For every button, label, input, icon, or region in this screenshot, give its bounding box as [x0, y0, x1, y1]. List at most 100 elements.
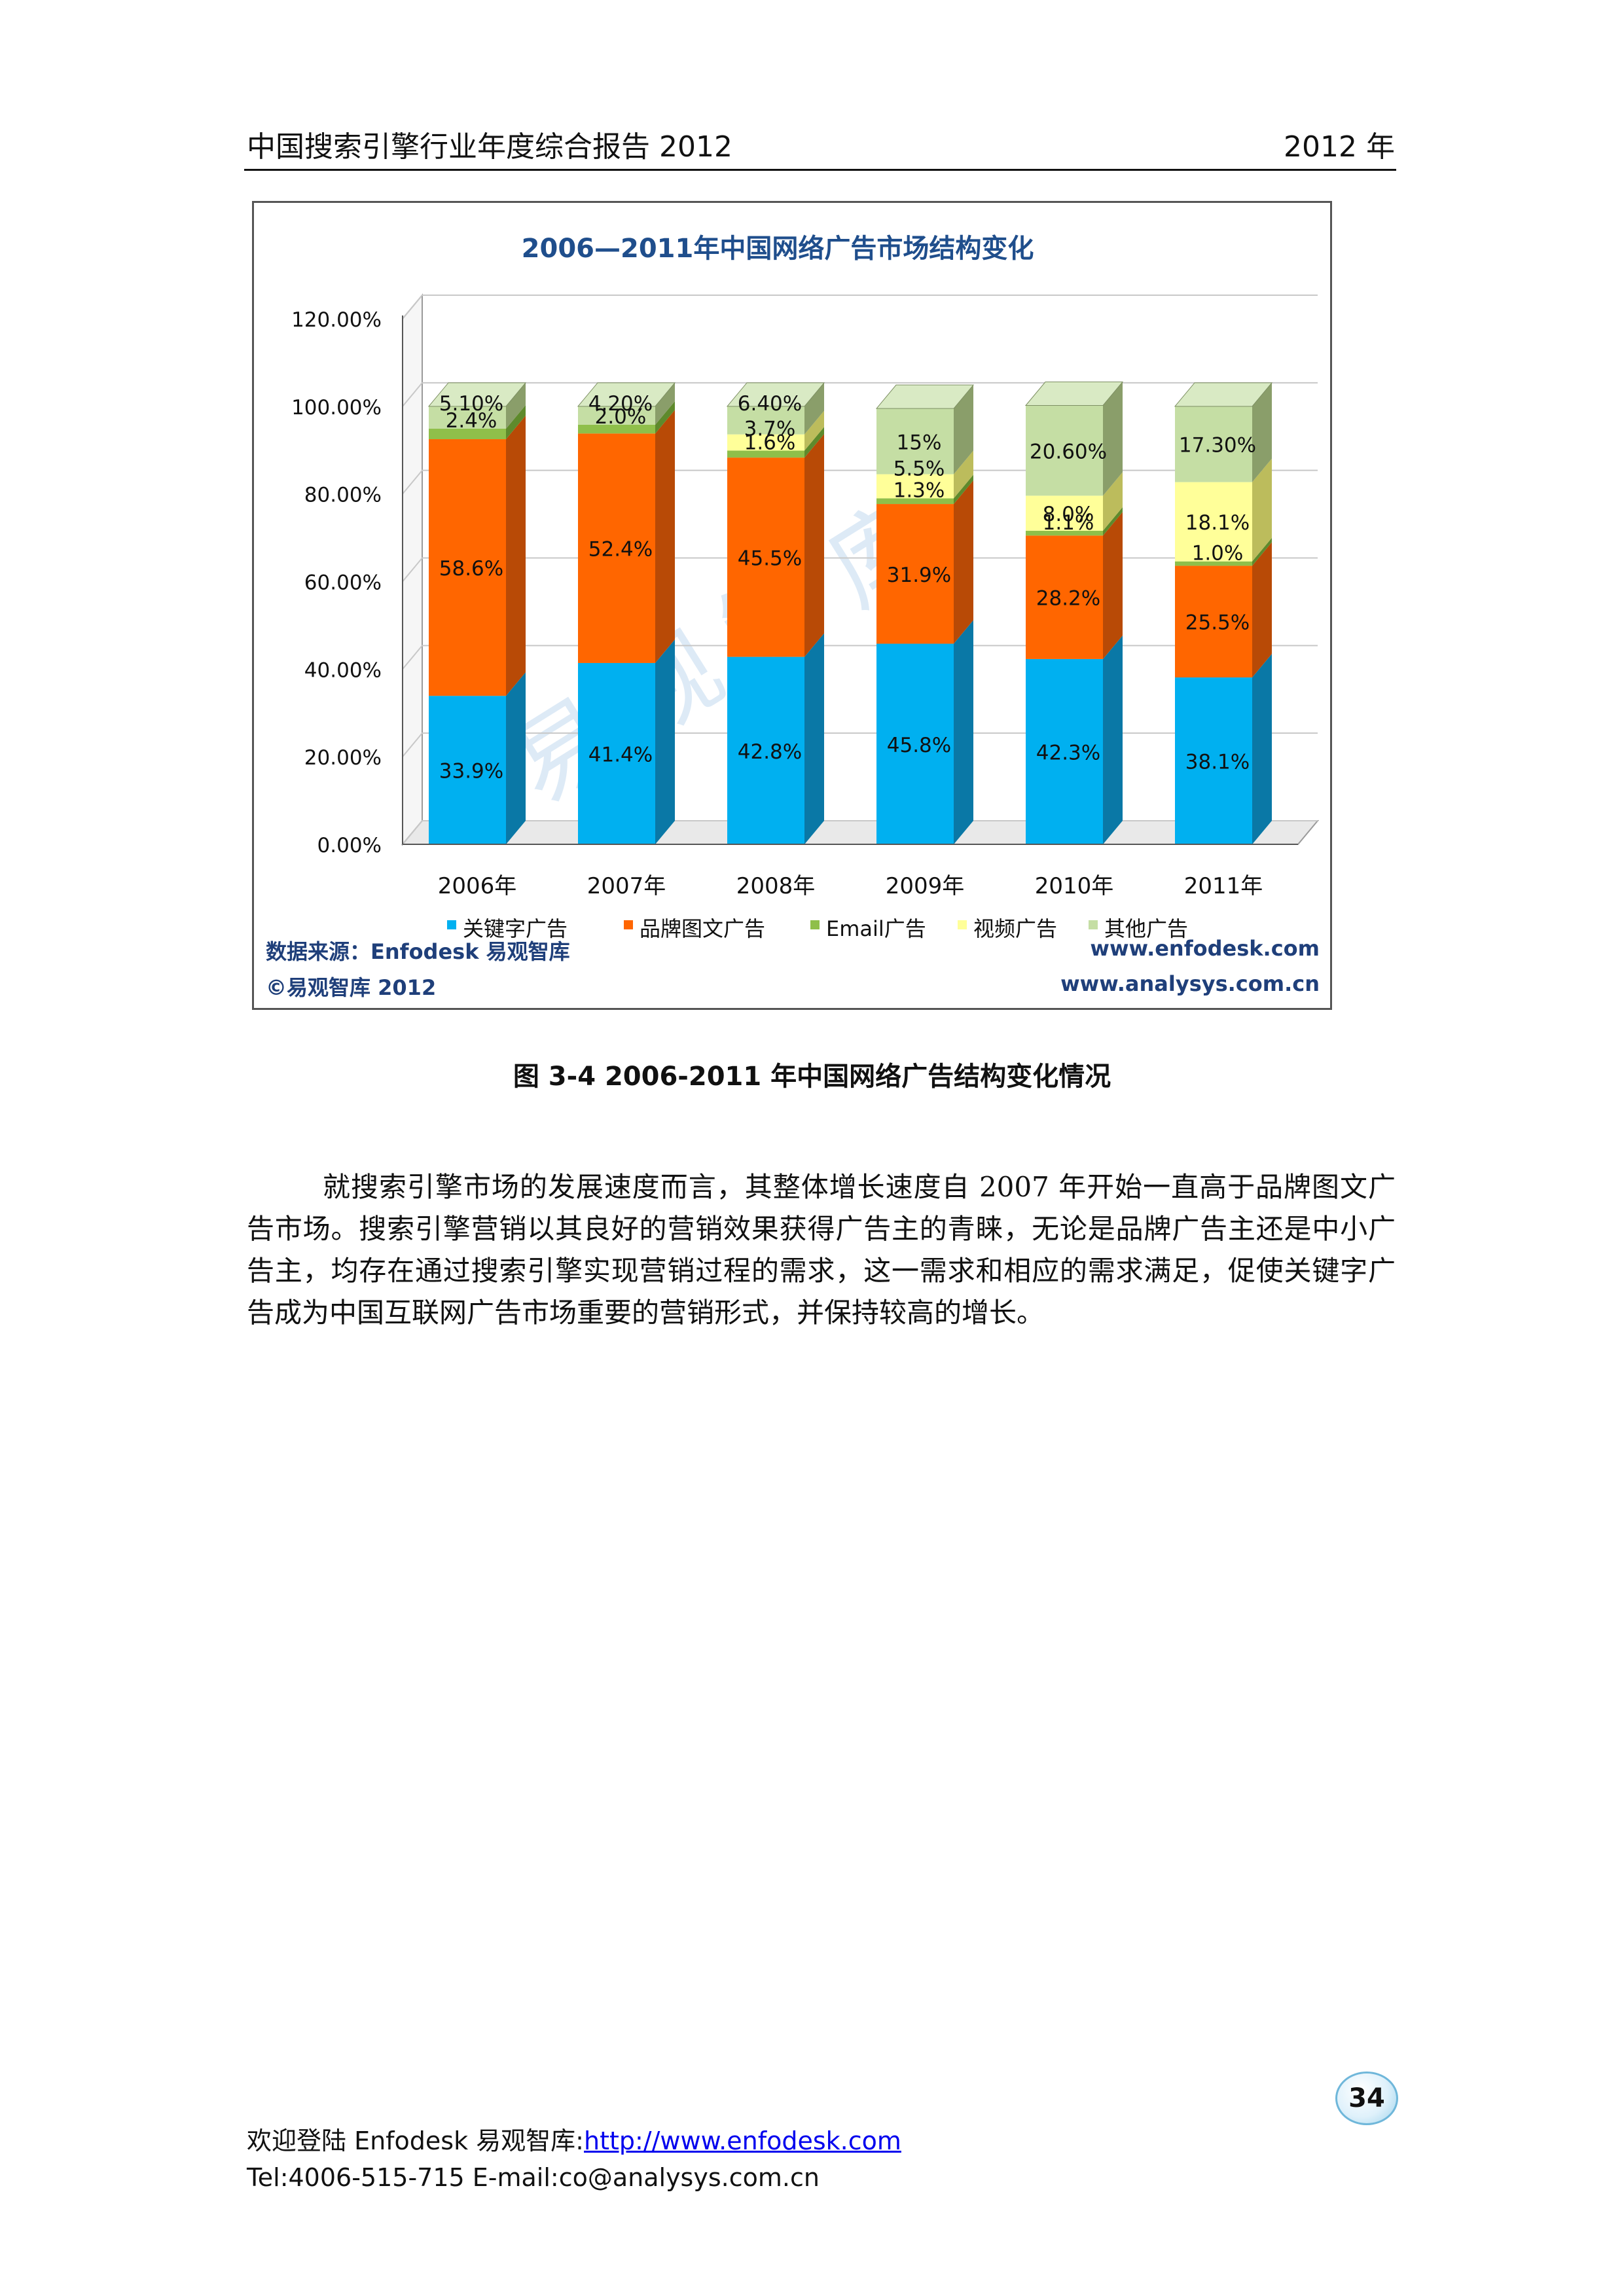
bar-segment	[1175, 561, 1252, 566]
legend-label: Email广告	[826, 916, 926, 941]
bar-segment-side	[1252, 542, 1272, 678]
bar-segment-side	[1103, 472, 1123, 531]
stacked-bar-chart: 易观智库 33.9%58.6%2.4%5.10%41.4%52.4%2.0%4.…	[266, 234, 1320, 1000]
gridline	[402, 295, 1318, 319]
bar-segment	[1175, 482, 1252, 562]
bar-segment-side	[1103, 382, 1123, 496]
bar-segment-side	[1252, 654, 1272, 844]
bar-segment-side	[506, 672, 526, 844]
data-label: 1.0%	[1192, 542, 1244, 565]
legend-swatch	[1089, 920, 1098, 929]
bar-segment	[1026, 658, 1103, 844]
bar-segment	[727, 457, 804, 657]
bar-segment-side	[506, 404, 526, 440]
bar-segment	[429, 428, 506, 440]
bar-segment	[1026, 495, 1103, 531]
x-tick-label: 2008年	[736, 873, 816, 899]
bar-segment	[429, 439, 506, 696]
data-label: 31.9%	[887, 564, 951, 587]
data-label: 28.2%	[1036, 587, 1100, 611]
bar-segment	[429, 696, 506, 844]
data-label: 8.0%	[1043, 503, 1094, 526]
bar-top-face	[427, 382, 527, 407]
bar-segment	[876, 504, 954, 644]
legend-label: 其他广告	[1104, 916, 1188, 941]
y-tick-label: 120.00%	[291, 308, 382, 332]
data-label: 42.8%	[738, 740, 802, 764]
gridline	[402, 469, 1318, 495]
bar-segment-side	[655, 639, 675, 844]
bar-segment-side	[1252, 458, 1272, 562]
page-number: 34	[1335, 2072, 1398, 2125]
copyright: ©易观智库 2012	[266, 975, 436, 1000]
bar-top-face	[875, 384, 975, 409]
bar-segment-side	[954, 385, 973, 475]
data-label: 1.3%	[893, 478, 945, 502]
bar-segment-side	[954, 620, 973, 844]
data-label: 4.20%	[588, 392, 653, 416]
y-tick-label: 100.00%	[291, 396, 382, 420]
bar-segment-side	[954, 480, 973, 644]
bar-segment-side	[1103, 635, 1123, 844]
gridline	[402, 645, 1318, 670]
chart-title: 2006—2011年中国网络广告市场结构变化	[522, 234, 1034, 264]
bar-segment-side	[655, 410, 675, 663]
y-tick-label: 0.00%	[317, 834, 382, 857]
gridline	[402, 557, 1318, 583]
data-source: 数据来源：Enfodesk 易观智库	[266, 939, 570, 964]
bar-segment	[876, 408, 954, 475]
data-label: 20.60%	[1030, 440, 1107, 463]
footer-link[interactable]: http://www.enfodesk.com	[584, 2126, 901, 2155]
data-label: 1.1%	[1043, 511, 1094, 535]
bar-segment	[1026, 535, 1103, 659]
data-label: 2.0%	[595, 405, 647, 429]
bar-segment	[876, 474, 954, 499]
bar-segment-side	[804, 410, 824, 451]
x-tick-label: 2011年	[1184, 873, 1263, 899]
bar-segment	[727, 450, 804, 458]
bar-segment	[727, 434, 804, 451]
data-label: 33.9%	[439, 760, 503, 783]
bar-segment-side	[506, 382, 526, 429]
bar-segment	[1175, 677, 1252, 844]
bar-segment	[876, 643, 954, 844]
y-tick-label: 60.00%	[304, 571, 382, 595]
gridline	[402, 732, 1318, 757]
legend-label: 关键字广告	[463, 916, 568, 941]
data-label: 52.4%	[588, 538, 653, 562]
x-tick-label: 2010年	[1035, 873, 1114, 899]
bar-top-face	[1174, 382, 1273, 407]
chart-figure: 易观智库 33.9%58.6%2.4%5.10%41.4%52.4%2.0%4.…	[252, 201, 1332, 1010]
y-tick-label: 80.00%	[304, 484, 382, 507]
footer-welcome-line: 欢迎登陆 Enfodesk 易观智库:http://www.enfodesk.c…	[247, 2121, 901, 2157]
data-label: 3.7%	[744, 418, 796, 441]
bar-segment	[876, 498, 954, 505]
bar-segment	[578, 433, 655, 663]
legend-swatch	[624, 920, 633, 929]
data-label: 41.4%	[588, 743, 653, 766]
bar-segment	[578, 424, 655, 434]
source-url-enfodesk: www.enfodesk.com	[1090, 936, 1320, 961]
gridline	[402, 820, 1318, 845]
header-title: 中国搜索引擎行业年度综合报告 2012	[247, 130, 732, 164]
data-label: 25.5%	[1185, 611, 1250, 635]
bar-segment-side	[954, 450, 973, 499]
x-tick-label: 2006年	[438, 873, 517, 899]
bar-segment-side	[506, 416, 526, 696]
bar-segment	[727, 656, 804, 844]
bar-top-face	[726, 382, 825, 407]
bar-segment	[1026, 405, 1103, 496]
bar-segment	[578, 662, 655, 844]
footer-welcome: 欢迎登陆 Enfodesk 易观智库:	[247, 2126, 584, 2155]
bar-segment-side	[1252, 537, 1272, 566]
figure-caption: 图 3-4 2006-2011 年中国网络广告结构变化情况	[513, 1062, 1111, 1092]
data-label: 17.30%	[1179, 434, 1256, 457]
data-label: 45.8%	[887, 734, 951, 757]
header-rule	[244, 169, 1396, 171]
x-tick-label: 2007年	[587, 873, 666, 899]
data-label: 58.6%	[439, 557, 503, 581]
bar-segment-side	[804, 427, 824, 458]
bar-segment-side	[1252, 382, 1272, 482]
bar-segment	[429, 406, 506, 429]
bar-segment	[727, 406, 804, 435]
